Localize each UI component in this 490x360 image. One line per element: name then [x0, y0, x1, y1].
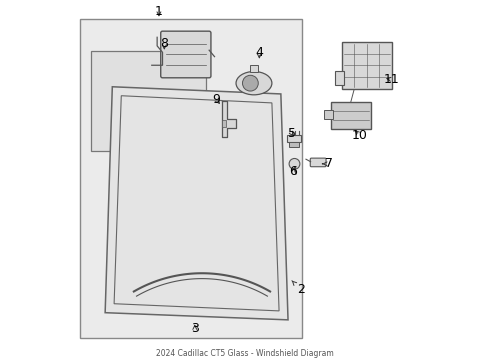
Text: 7: 7: [322, 157, 333, 170]
Text: 8: 8: [160, 37, 168, 50]
Ellipse shape: [236, 72, 272, 95]
Text: 4: 4: [255, 46, 263, 59]
Bar: [80, 19, 302, 338]
Text: 3: 3: [191, 322, 199, 335]
Bar: [250, 65, 258, 72]
Bar: [289, 142, 299, 147]
Text: 9: 9: [212, 93, 220, 106]
Text: 2024 Cadillac CT5 Glass - Windshield Diagram: 2024 Cadillac CT5 Glass - Windshield Dia…: [156, 348, 334, 357]
Text: 5: 5: [288, 127, 295, 140]
Polygon shape: [91, 51, 205, 151]
Text: 6: 6: [290, 165, 297, 177]
Bar: [331, 102, 370, 129]
Circle shape: [289, 158, 300, 169]
Text: 10: 10: [352, 129, 368, 142]
Bar: [335, 71, 343, 85]
FancyBboxPatch shape: [161, 31, 211, 78]
Bar: [342, 42, 392, 89]
Bar: [324, 110, 333, 119]
FancyBboxPatch shape: [310, 158, 326, 167]
Circle shape: [243, 75, 258, 91]
Text: 2: 2: [292, 281, 304, 296]
Text: 1: 1: [155, 5, 163, 18]
Polygon shape: [221, 101, 236, 137]
Polygon shape: [105, 87, 288, 320]
Text: 11: 11: [384, 73, 400, 86]
Bar: [222, 120, 226, 127]
Bar: [287, 135, 301, 142]
